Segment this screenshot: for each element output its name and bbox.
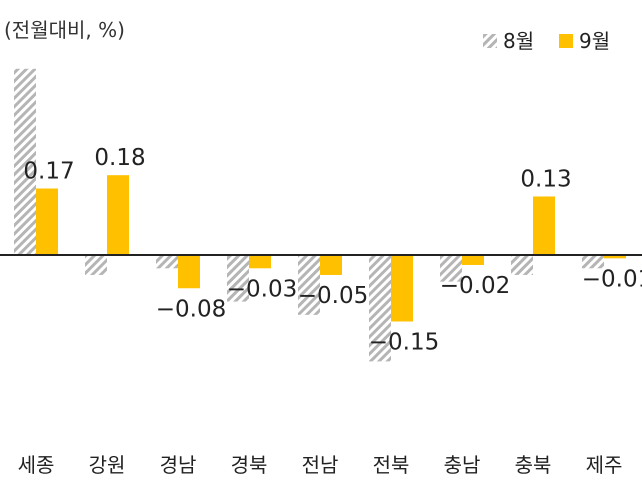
- data-label: −0.03: [227, 276, 297, 302]
- bar-sep: [107, 175, 129, 255]
- data-label: 0.13: [520, 166, 571, 192]
- bars-layer: [14, 68, 626, 362]
- category-label: 강원: [89, 453, 126, 477]
- data-label: −0.05: [298, 283, 368, 309]
- bar-aug: [14, 68, 36, 255]
- bar-sep: [36, 188, 58, 255]
- bar-aug: [156, 255, 178, 269]
- category-label: 충남: [444, 453, 481, 477]
- category-label: 경북: [231, 453, 268, 477]
- bar-sep: [178, 255, 200, 289]
- legend-label-aug: 8월: [503, 29, 534, 53]
- labels-layer: 0.17 세종 0.18 강원 −0.08 경남 −0.03 경북 −0.05 전남 −0.15 전북…: [18, 145, 642, 477]
- data-label: −0.01: [582, 266, 642, 292]
- data-label: −0.15: [369, 330, 439, 356]
- legend-swatch-sep: [559, 34, 573, 48]
- category-label: 제주: [586, 453, 623, 477]
- legend-swatch-aug: [483, 34, 497, 48]
- bar-sep: [533, 196, 555, 255]
- data-label: −0.08: [156, 296, 226, 322]
- bar-sep: [249, 255, 271, 269]
- bar-aug: [582, 255, 604, 269]
- unit-label: (전월대비, %): [4, 18, 125, 42]
- legend-label-sep: 9월: [579, 29, 610, 53]
- bar-sep: [320, 255, 342, 275]
- legend: 8월 9월: [483, 29, 610, 53]
- data-label: 0.17: [23, 159, 74, 185]
- bar-aug: [298, 255, 320, 315]
- bar-sep: [391, 255, 413, 322]
- bar-aug: [511, 255, 533, 275]
- category-label: 전북: [373, 453, 410, 477]
- category-label: 전남: [302, 453, 339, 477]
- bar-sep: [604, 255, 626, 259]
- data-label: 0.18: [94, 145, 145, 171]
- bar-sep: [462, 255, 484, 265]
- data-label: −0.02: [440, 273, 510, 299]
- bar-aug: [85, 255, 107, 275]
- bar-aug: [227, 255, 249, 302]
- category-label: 충북: [515, 453, 552, 477]
- bar-aug: [369, 255, 391, 362]
- category-label: 세종: [18, 453, 55, 477]
- category-label: 경남: [160, 453, 197, 477]
- bar-aug: [440, 255, 462, 282]
